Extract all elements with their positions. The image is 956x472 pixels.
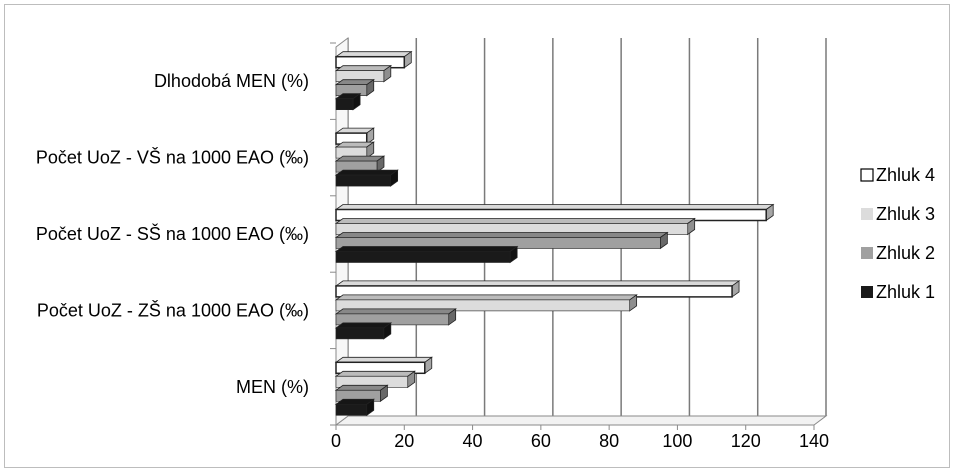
legend-label: Zhluk 2 <box>876 243 935 263</box>
bar <box>334 64 393 83</box>
bar <box>334 169 399 187</box>
x-tick-label: 80 <box>599 431 619 451</box>
bar <box>334 141 375 159</box>
bar <box>334 294 638 312</box>
bar <box>334 231 669 250</box>
x-tick-label: 100 <box>662 431 692 451</box>
legend-swatch <box>861 286 873 298</box>
bar <box>334 78 375 97</box>
bar <box>334 203 775 222</box>
legend-swatch <box>861 247 873 259</box>
x-tick-label: 20 <box>394 431 414 451</box>
x-tick-label: 120 <box>731 431 761 451</box>
legend-swatch <box>860 168 874 182</box>
x-tick-label: 40 <box>463 431 483 451</box>
category-label: Počet UoZ - VŠ na 1000 EAO (‰) <box>36 147 309 168</box>
bar <box>334 308 457 326</box>
bar <box>334 384 389 403</box>
legend-label: Zhluk 3 <box>876 204 935 224</box>
category-label: Počet UoZ - ZŠ na 1000 EAO (‰) <box>37 299 309 320</box>
bar <box>334 322 393 340</box>
legend-label: Zhluk 1 <box>876 282 935 302</box>
bar <box>334 217 696 236</box>
bar <box>334 155 386 173</box>
bar <box>334 92 362 111</box>
x-tick-labels: 0 20 40 60 80 100 120 140 <box>331 431 829 451</box>
chart-floor <box>334 415 828 426</box>
bar <box>334 398 375 417</box>
category-label: Dlhodobá MEN (%) <box>154 71 309 91</box>
x-tick-label: 0 <box>331 431 341 451</box>
bar <box>334 370 416 389</box>
bar <box>334 245 519 264</box>
bars <box>334 50 775 417</box>
category-label: MEN (%) <box>236 377 309 397</box>
x-tick-label: 140 <box>799 431 829 451</box>
legend: Zhluk 4 Zhluk 3 Zhluk 2 Zhluk 1 <box>860 165 935 302</box>
legend-swatch <box>861 208 873 220</box>
category-label: Počet UoZ - SŠ na 1000 EAO (‰) <box>36 223 309 244</box>
bar <box>334 356 434 375</box>
legend-label: Zhluk 4 <box>876 165 935 185</box>
x-tick-label: 60 <box>531 431 551 451</box>
bar <box>334 127 375 145</box>
chart-frame <box>4 4 950 468</box>
category-labels: MEN (%) Počet UoZ - ZŠ na 1000 EAO (‰) Poč… <box>36 71 309 397</box>
